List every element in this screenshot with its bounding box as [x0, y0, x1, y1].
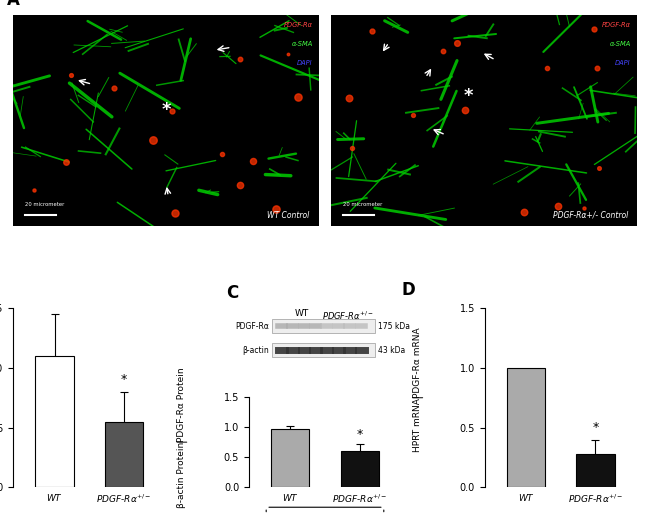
- Text: PDGF-Rα: PDGF-Rα: [235, 322, 268, 331]
- Text: WT Control: WT Control: [267, 211, 309, 220]
- Text: PDGF-Rα: PDGF-Rα: [284, 22, 313, 28]
- Text: PDGF-Rα+/- Control: PDGF-Rα+/- Control: [552, 211, 628, 220]
- Text: β-actin Protein: β-actin Protein: [177, 442, 187, 508]
- Text: D: D: [401, 281, 415, 299]
- Text: *: *: [120, 373, 127, 386]
- Text: α-SMA: α-SMA: [291, 41, 313, 47]
- Text: 20 micrometer: 20 micrometer: [343, 202, 383, 207]
- Text: *: *: [464, 87, 473, 105]
- Text: PDGF-Rα mRNA: PDGF-Rα mRNA: [413, 327, 423, 398]
- Text: HPRT mRNA: HPRT mRNA: [413, 398, 423, 451]
- Bar: [507, 368, 545, 487]
- FancyBboxPatch shape: [272, 343, 375, 357]
- Bar: [36, 356, 73, 487]
- Text: 20 micrometer: 20 micrometer: [25, 202, 64, 207]
- Text: *: *: [592, 421, 599, 433]
- Text: DAPI: DAPI: [297, 60, 313, 66]
- Bar: [577, 454, 614, 487]
- Text: β-actin: β-actin: [242, 346, 268, 354]
- Bar: [272, 429, 309, 487]
- Text: *: *: [161, 101, 171, 119]
- Text: C: C: [226, 284, 239, 302]
- Text: DAPI: DAPI: [616, 60, 631, 66]
- Text: PDGF-Rα: PDGF-Rα: [602, 22, 631, 28]
- Text: A: A: [7, 0, 20, 9]
- Bar: [105, 422, 143, 487]
- Text: $\it{PDGF}$-$\it{R\alpha^{+/-}}$: $\it{PDGF}$-$\it{R\alpha^{+/-}}$: [322, 309, 374, 322]
- Text: *: *: [356, 428, 363, 441]
- Text: WT: WT: [295, 309, 309, 319]
- Text: α-SMA: α-SMA: [610, 41, 631, 47]
- Text: 43 kDa: 43 kDa: [378, 346, 405, 354]
- Text: 175 kDa: 175 kDa: [378, 322, 410, 331]
- Bar: [341, 451, 378, 487]
- FancyBboxPatch shape: [272, 320, 375, 333]
- Text: PDGF-Rα Protein: PDGF-Rα Protein: [177, 367, 187, 442]
